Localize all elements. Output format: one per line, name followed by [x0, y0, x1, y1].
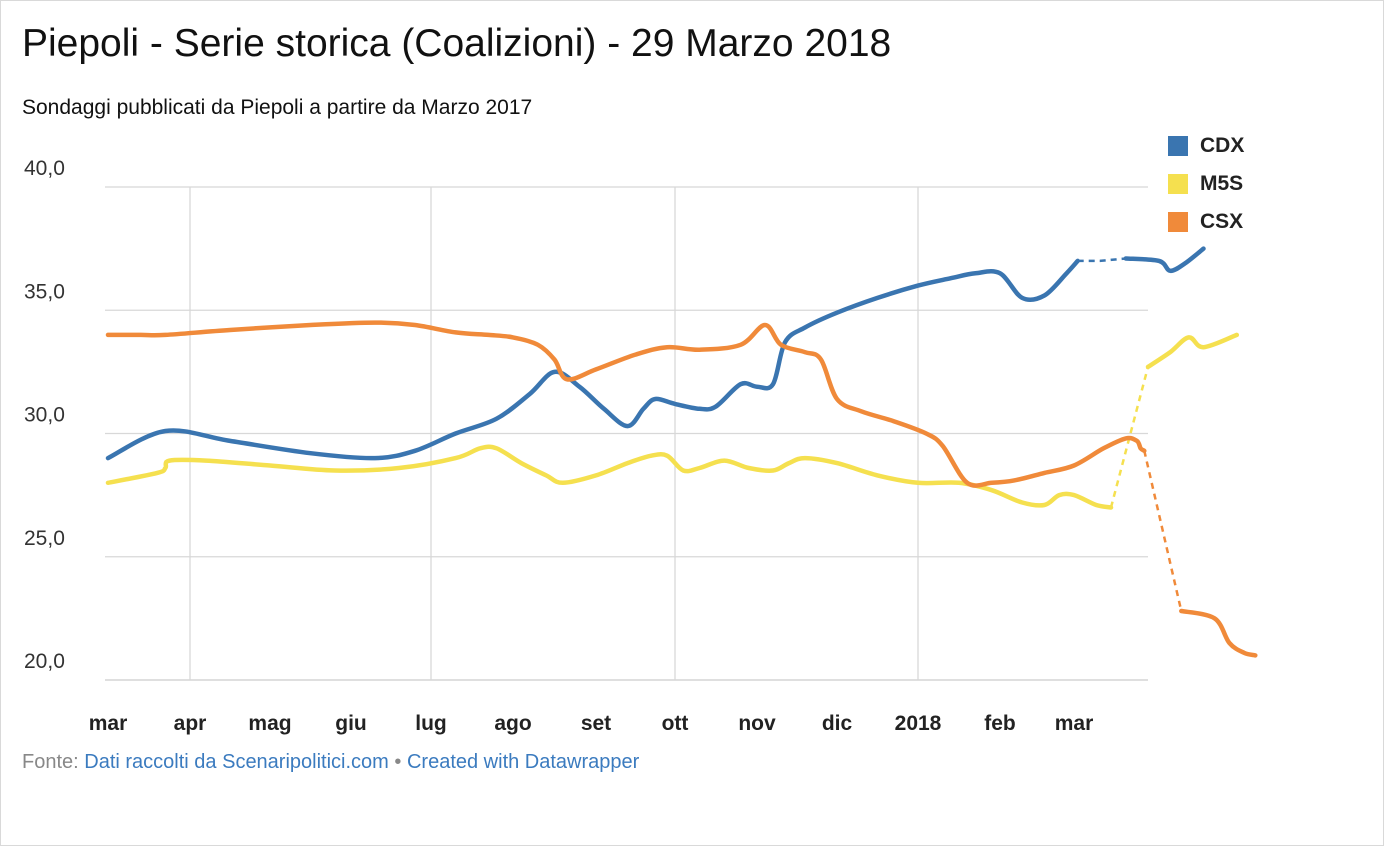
legend-swatch [1168, 136, 1188, 156]
x-axis-ticks: mar apr mag giu lug ago set ott nov dic 2018 feb mar [89, 712, 1094, 735]
x-tick-label: mar [89, 712, 128, 735]
series-dashed-m5s [1109, 366, 1150, 508]
chart-footer: Fonte: Dati raccolti da Scenaripolitici.… [22, 751, 639, 774]
legend-item-cdx: CDX [1168, 127, 1244, 165]
legend-label: CSX [1200, 210, 1244, 233]
y-tick-label: 30,0 [24, 404, 65, 427]
y-tick-label: 20,0 [24, 650, 65, 673]
x-tick-label: mag [248, 712, 291, 735]
legend-label: CDX [1200, 134, 1245, 157]
grid-layer [105, 186, 1148, 681]
x-tick-label: ott [662, 712, 689, 735]
legend-label: M5S [1200, 172, 1244, 195]
x-tick-label: nov [738, 712, 776, 735]
legend-swatch [1168, 174, 1188, 194]
series-layer [105, 246, 1258, 658]
datawrapper-link[interactable]: Created with Datawrapper [406, 751, 640, 773]
legend-item-m5s: M5S [1168, 165, 1244, 203]
x-tick-label: feb [984, 712, 1016, 735]
series-line-after-cdx [1123, 246, 1206, 274]
series-line-csx [105, 320, 1147, 488]
source-prefix: Fonte: [22, 751, 79, 773]
series-dashed-csx [1143, 450, 1183, 612]
x-tick-label: ago [494, 712, 531, 735]
footer-separator: • [394, 751, 402, 773]
x-tick-label: giu [335, 712, 367, 735]
y-axis-ticks: 20,0 25,0 30,0 35,0 40,0 [24, 157, 65, 673]
series-line-after-csx [1179, 608, 1258, 658]
chart-title: Piepoli - Serie storica (Coalizioni) - 2… [22, 22, 892, 65]
legend: CDX M5S CSX [1168, 127, 1244, 241]
x-tick-label: apr [174, 712, 207, 735]
x-tick-label: lug [415, 712, 447, 735]
series-dashed-cdx [1077, 257, 1126, 263]
series-line-after-m5s [1145, 332, 1240, 370]
y-tick-label: 35,0 [24, 280, 65, 303]
legend-swatch [1168, 212, 1188, 232]
series-line-m5s [105, 444, 1114, 510]
legend-item-csx: CSX [1168, 203, 1244, 241]
x-tick-label: dic [822, 712, 853, 735]
x-tick-label: set [581, 712, 611, 735]
series-line-cdx [105, 258, 1080, 461]
x-tick-label: mar [1055, 712, 1094, 735]
chart-subtitle: Sondaggi pubblicati da Piepoli a partire… [22, 96, 533, 119]
x-tick-label: 2018 [895, 712, 942, 735]
y-tick-label: 25,0 [24, 527, 65, 550]
source-link[interactable]: Dati raccolti da Scenaripolitici.com [84, 751, 389, 773]
y-tick-label: 40,0 [24, 157, 65, 180]
